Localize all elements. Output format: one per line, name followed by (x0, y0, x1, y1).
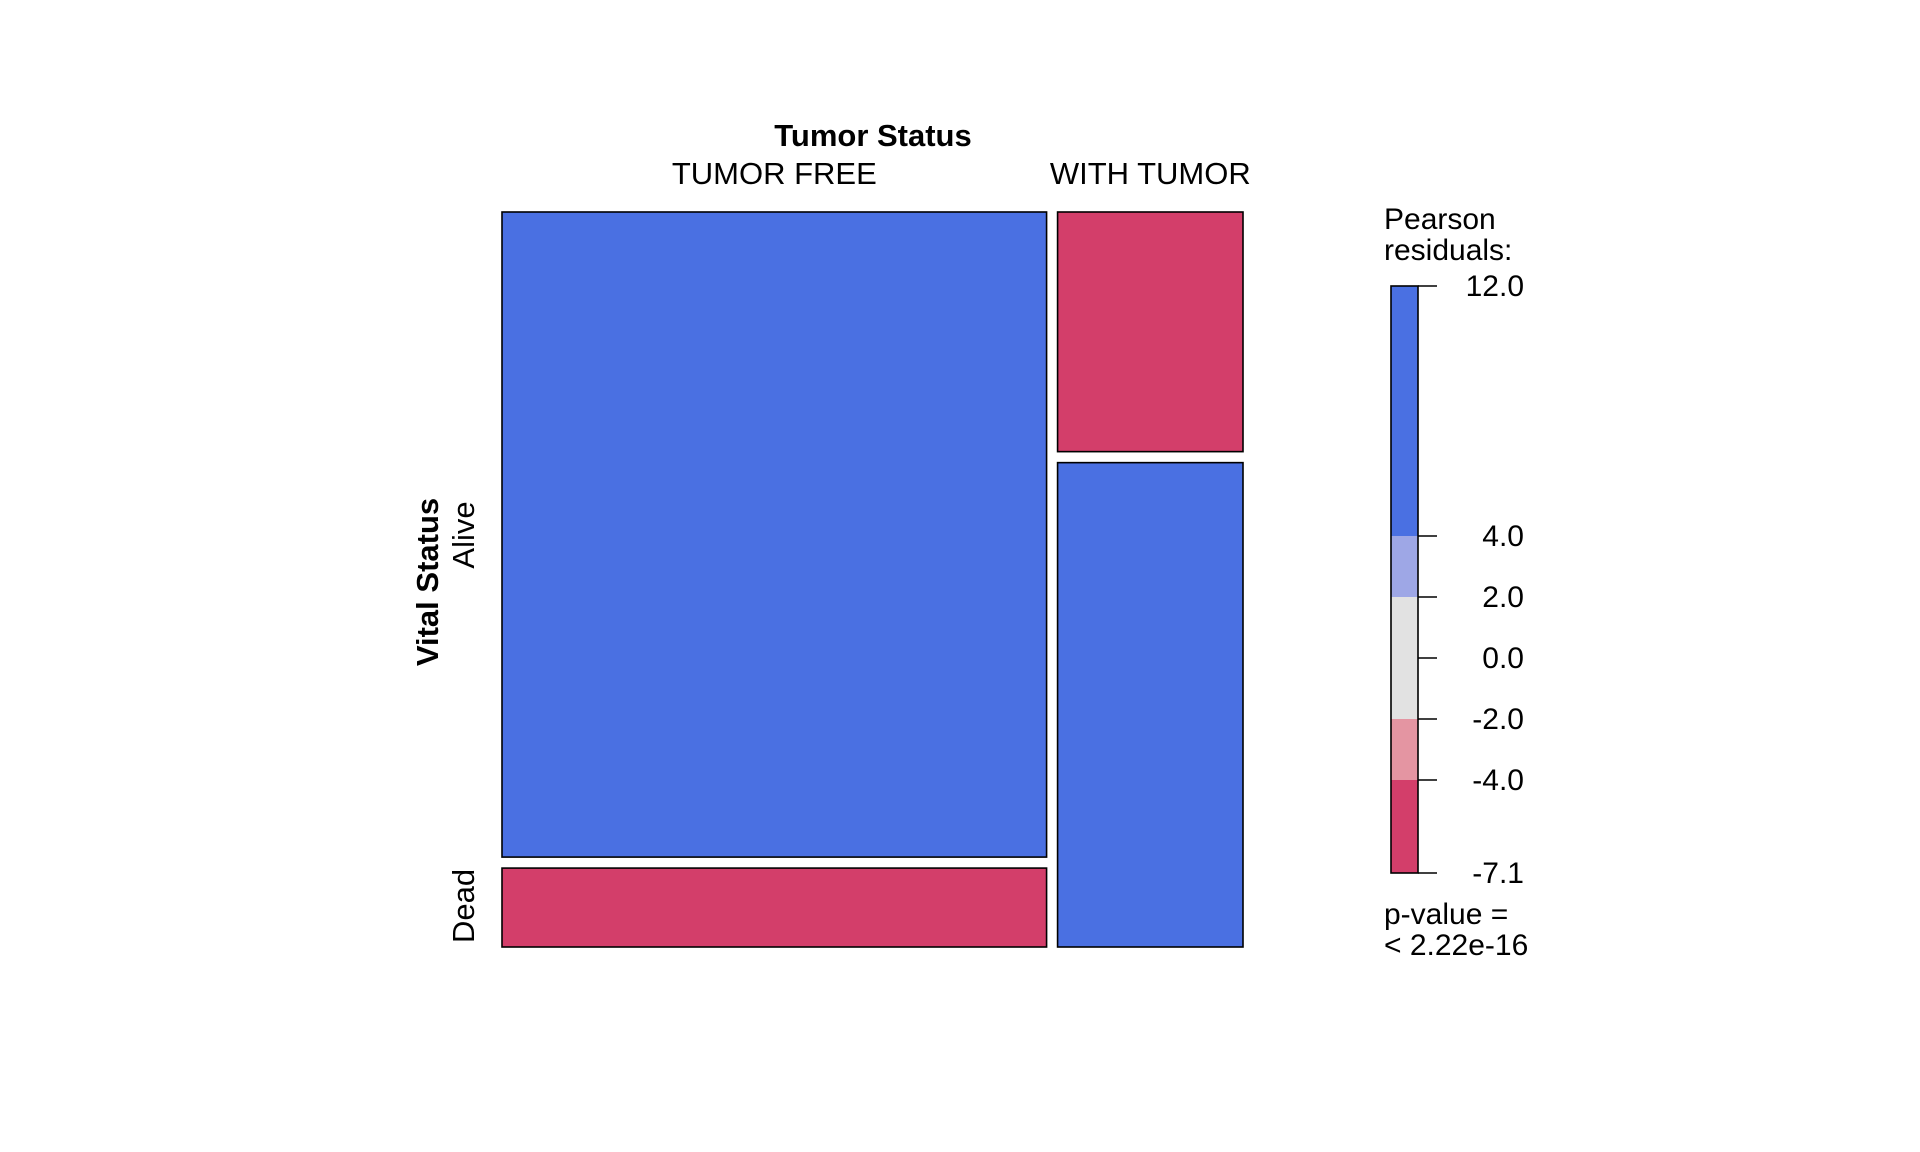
legend-ticks: 12.0 4.0 2.0 0.0 -2.0 -4.0 -7.1 (1418, 270, 1524, 890)
row-variable-label: Vital Status (410, 498, 445, 666)
legend-tick-label: -4.0 (1472, 764, 1524, 797)
legend-band-3 (1391, 719, 1418, 780)
legend-bar-outline (1390, 285, 1419, 874)
tile-tumor-free-dead (501, 867, 1048, 948)
legend-tick-label: -7.1 (1472, 857, 1524, 890)
legend-tick-label: -2.0 (1472, 703, 1524, 736)
mosaic-tiles (501, 211, 1244, 948)
row-level-labels: Alive Dead (446, 501, 481, 943)
legend-tick-label: 0.0 (1482, 642, 1524, 675)
row-label-alive: Alive (446, 501, 481, 568)
legend-tick-label: 12.0 (1466, 270, 1524, 303)
tile-with-tumor-dead (1056, 461, 1244, 948)
column-label-with-tumor: WITH TUMOR (1050, 156, 1251, 191)
tile-with-tumor-alive (1056, 211, 1244, 453)
legend-title-line2: residuals: (1384, 234, 1512, 267)
legend-tick-label: 4.0 (1482, 520, 1524, 553)
residual-legend: Pearson residuals: 12.0 4.0 2.0 0.0 -2.0 -4.0… (1384, 203, 1528, 962)
column-label-tumor-free: TUMOR FREE (672, 156, 877, 191)
legend-tick-label: 2.0 (1482, 581, 1524, 614)
tile-tumor-free-alive (501, 211, 1048, 858)
legend-band-0 (1391, 286, 1418, 536)
column-variable-title: Tumor Status (774, 118, 972, 153)
row-variable-title: Vital Status (410, 498, 445, 666)
legend-band-2 (1391, 597, 1418, 719)
pvalue-line2: < 2.22e-16 (1384, 929, 1528, 962)
legend-title-line1: Pearson (1384, 203, 1496, 236)
legend-band-1 (1391, 536, 1418, 597)
pvalue-line1: p-value = (1384, 898, 1508, 931)
column-variable-label: Tumor Status (774, 118, 972, 153)
legend-color-bar (1390, 285, 1419, 874)
row-label-dead: Dead (446, 869, 481, 943)
legend-band-4 (1391, 780, 1418, 873)
column-level-labels: TUMOR FREE WITH TUMOR (672, 156, 1251, 191)
